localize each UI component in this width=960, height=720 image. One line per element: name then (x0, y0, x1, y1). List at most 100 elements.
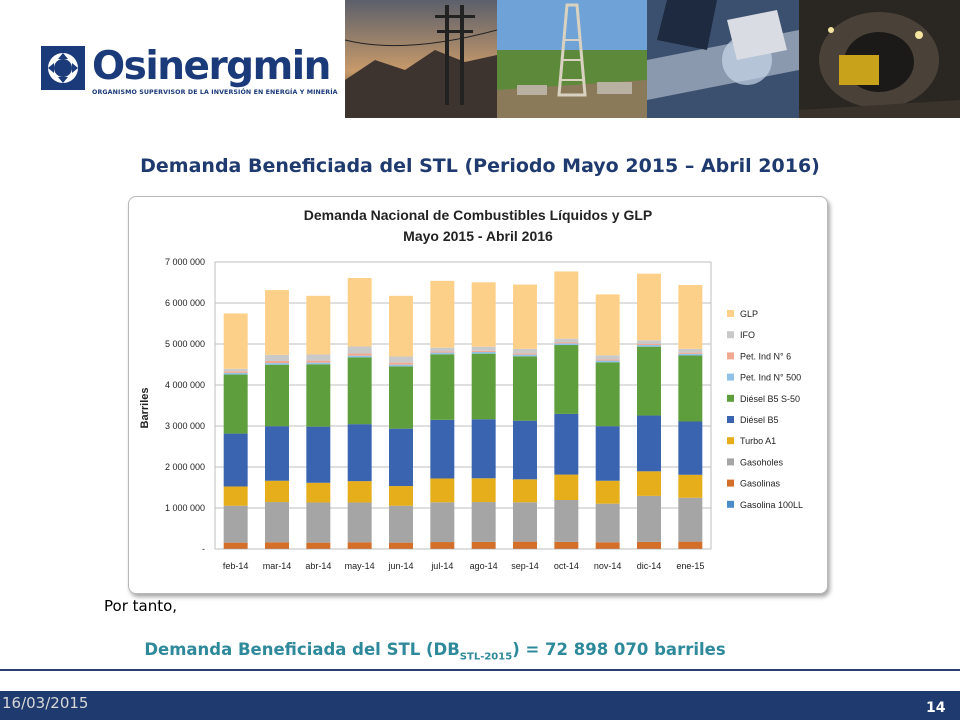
footer-bar (0, 691, 960, 720)
y-tick-label: 2 000 000 (165, 462, 205, 472)
bar-segment (389, 428, 413, 487)
x-tick-label: nov-14 (594, 561, 622, 571)
legend-swatch (727, 416, 734, 423)
header-photo-strip (345, 0, 960, 118)
bar-segment (678, 541, 703, 549)
bar-segment (389, 505, 413, 543)
legend-swatch (727, 458, 734, 466)
bar-segment (430, 351, 455, 353)
power-lines-photo (345, 0, 497, 118)
bar-segment (306, 542, 331, 549)
bar-segment (513, 284, 537, 349)
bar-segment (306, 354, 331, 361)
x-tick-label: may-14 (345, 561, 375, 571)
bar-segment (595, 355, 620, 360)
bar-segment (347, 542, 372, 549)
y-axis-label: Barriles (139, 388, 151, 429)
bar-segment (471, 502, 496, 542)
legend-label: Diésel B5 S-50 (740, 394, 800, 404)
bar-segment (678, 421, 703, 475)
legend-swatch (727, 331, 734, 339)
bar-segment (389, 295, 413, 357)
bar-segment (678, 352, 703, 354)
bar-segment (223, 542, 248, 549)
bar-segment (430, 542, 455, 549)
bar-segment (678, 497, 703, 542)
bar-segment (678, 474, 703, 498)
bar-segment (306, 482, 331, 503)
bar-segment (637, 415, 661, 472)
bar-segment (430, 502, 455, 543)
legend-swatch (727, 373, 734, 381)
bar-segment (347, 353, 372, 356)
chart-frame: Demanda Nacional de Combustibles Líquido… (128, 196, 828, 594)
legend-swatch (727, 310, 734, 317)
y-tick-label: 5 000 000 (165, 339, 205, 349)
bar-segment (223, 486, 248, 506)
bar-segment (554, 342, 579, 344)
y-tick-label: 1 000 000 (165, 503, 205, 513)
bar-segment (389, 356, 413, 363)
legend-label: Gasolinas (740, 479, 781, 489)
bar-segment (265, 426, 289, 481)
plot-area-border (214, 261, 712, 550)
bar-segment (637, 346, 661, 416)
osinergmin-emblem-icon (41, 46, 85, 90)
bar-segment (637, 343, 661, 346)
footer-date: 16/03/2015 (2, 694, 89, 712)
bar-segment (595, 480, 620, 504)
x-tick-label: jul-14 (430, 561, 453, 571)
legend-swatch (727, 500, 734, 508)
bar-segment (678, 348, 703, 353)
bar-segment (471, 541, 496, 549)
bar-segment (471, 353, 496, 420)
x-tick-label: jun-14 (387, 561, 413, 571)
legend-label: Gasoholes (740, 457, 784, 467)
legend-swatch (727, 437, 734, 445)
logo-name: Osinergmin (92, 44, 331, 89)
bar-segment (678, 355, 703, 422)
bar-segment (265, 480, 289, 503)
legend-label: Pet. Ind N° 500 (740, 373, 801, 383)
bar-segment (265, 354, 289, 362)
bar-segment (223, 313, 248, 369)
bar-segment (430, 354, 455, 420)
legend-swatch (727, 479, 734, 487)
bar-segment (265, 364, 289, 427)
bar-segment (347, 357, 372, 425)
y-tick-label: 6 000 000 (165, 298, 205, 308)
bar-segment (595, 359, 620, 361)
bar-segment (347, 502, 372, 543)
bar-segment (471, 419, 496, 479)
y-tick-label: 7 000 000 (165, 257, 205, 267)
bar-segment (471, 478, 496, 503)
bar-segment (595, 362, 620, 427)
bar-segment (554, 474, 579, 501)
bar-segment (265, 290, 289, 355)
slide-title: Demanda Beneficiada del STL (Periodo May… (140, 155, 820, 177)
bar-segment (347, 481, 372, 503)
bar-segment (678, 353, 703, 356)
legend-label: IFO (740, 330, 755, 340)
bar-segment (347, 346, 372, 354)
bar-segment (223, 372, 248, 375)
mine-tunnel-photo (799, 0, 960, 118)
bar-segment (389, 486, 413, 506)
bar-segment (306, 364, 331, 427)
bar-segment (347, 424, 372, 482)
bar-segment (595, 503, 620, 543)
legend-label: Gasolina 100LL (740, 500, 803, 510)
bar-segment (554, 541, 579, 549)
y-tick-label: 3 000 000 (165, 421, 205, 431)
bar-segment (637, 541, 661, 549)
bar-segment (306, 426, 331, 483)
bar-segment (513, 353, 537, 355)
bar-segment (554, 338, 579, 343)
bar-segment (595, 426, 620, 481)
y-tick-label: 4 000 000 (165, 380, 205, 390)
bar-segment (513, 541, 537, 549)
bar-segment (513, 348, 537, 354)
bar-segment (265, 363, 289, 365)
bar-segment (265, 542, 289, 549)
x-tick-label: sep-14 (511, 561, 539, 571)
